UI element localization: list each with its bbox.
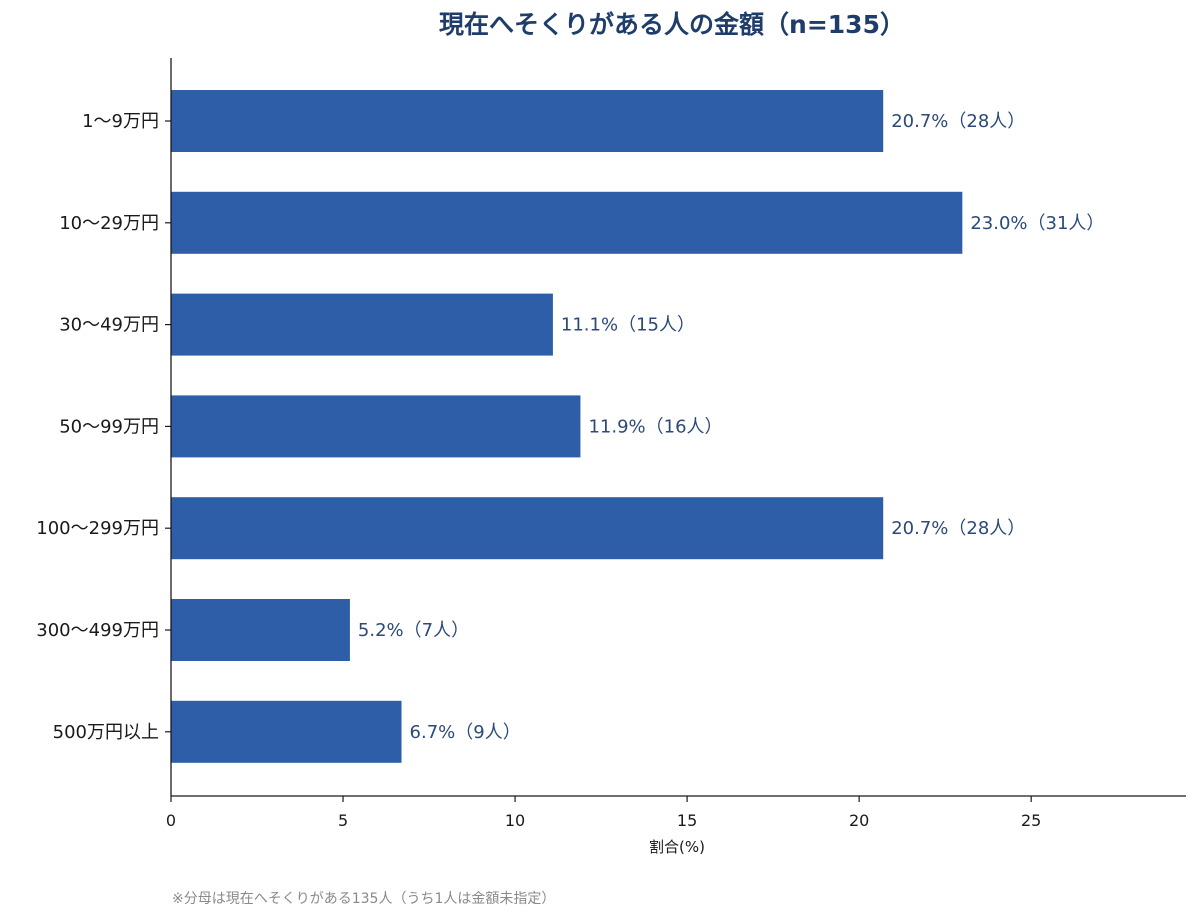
chart-title: 現在へそくりがある人の金額（n=135） xyxy=(439,10,905,39)
x-axis-title: 割合(%) xyxy=(649,838,705,856)
data-label: 11.9%（16人） xyxy=(588,416,722,437)
x-tick-label: 0 xyxy=(166,811,176,830)
data-label: 11.1%（15人） xyxy=(561,315,695,336)
bar xyxy=(171,191,963,254)
bar xyxy=(171,497,884,560)
category-label: 10〜29万円 xyxy=(59,213,159,234)
data-label: 20.7%（28人） xyxy=(891,518,1025,539)
bar xyxy=(171,700,402,763)
bar xyxy=(171,395,581,458)
x-tick-label: 10 xyxy=(505,811,525,830)
category-label: 500万円以上 xyxy=(53,722,159,743)
category-label: 100〜299万円 xyxy=(36,518,159,539)
category-label: 1〜9万円 xyxy=(82,111,159,132)
data-label: 6.7%（9人） xyxy=(410,722,521,743)
data-label: 20.7%（28人） xyxy=(891,111,1025,132)
x-tick-label: 20 xyxy=(849,811,869,830)
x-tick-label: 15 xyxy=(677,811,697,830)
category-label: 30〜49万円 xyxy=(59,315,159,336)
x-tick-label: 5 xyxy=(338,811,348,830)
bar xyxy=(171,293,553,356)
bar xyxy=(171,599,350,661)
bars-layer: 20.7%（28人） 23.0%（31人） 11.1%（15人） 11.9%（16人）… xyxy=(171,90,1104,763)
category-label: 50〜99万円 xyxy=(59,416,159,437)
data-label: 5.2%（7人） xyxy=(358,620,469,641)
category-label: 300〜499万円 xyxy=(36,620,159,641)
bar xyxy=(171,90,884,152)
footnote: ※分母は現在へそくりがある135人（うち1人は金額未指定） xyxy=(172,891,555,907)
axes-layer: 1〜9万円 10〜29万円 30〜49万円 50〜99万円 100〜299万円 300〜4… xyxy=(36,58,1186,830)
x-tick-label: 25 xyxy=(1021,811,1041,830)
data-label: 23.0%（31人） xyxy=(970,213,1104,234)
